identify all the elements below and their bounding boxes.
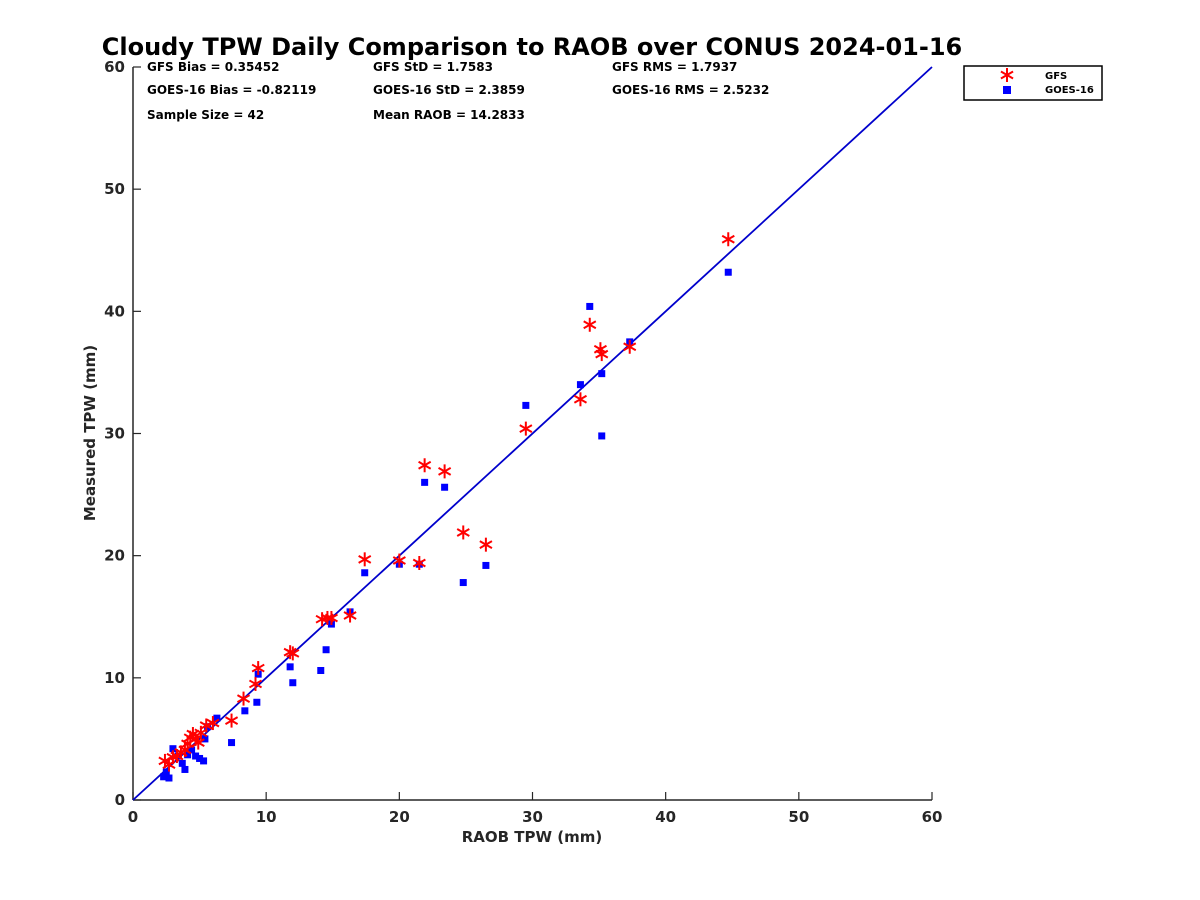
gfs-point	[358, 552, 372, 567]
gfs-point	[206, 716, 220, 731]
goes-16-point	[188, 746, 196, 754]
goes-16-point	[522, 401, 530, 409]
legend: GFS GOES-16	[963, 65, 1103, 101]
x-axis-label: RAOB TPW (mm)	[462, 828, 603, 846]
goes-16-point	[482, 561, 490, 569]
legend-goes-marker	[1003, 86, 1011, 94]
legend-box	[963, 65, 1103, 101]
y-tick-label: 50	[104, 180, 125, 198]
gfs-point	[199, 718, 213, 733]
gfs-point	[251, 661, 265, 676]
gfs-point	[286, 646, 300, 661]
goes-16-point	[181, 765, 189, 773]
goes-16-point	[598, 432, 606, 440]
y-tick-label: 40	[104, 302, 125, 320]
goes-16-point	[213, 714, 221, 722]
goes-16-point	[586, 302, 594, 310]
gfs-point	[623, 339, 637, 354]
goes-16-point	[322, 646, 330, 654]
stat-gfs-rms: GFS RMS = 1.7937	[612, 60, 737, 74]
goes-16-point	[459, 579, 467, 587]
goes-16-point	[317, 667, 325, 675]
goes-16-point	[196, 754, 204, 762]
goes-16-point	[253, 698, 261, 706]
gfs-point	[456, 525, 470, 540]
goes-16-point	[200, 757, 208, 765]
statistics-block: GFS Bias = 0.35452 GOES-16 Bias = -0.821…	[147, 60, 769, 122]
gfs-point	[224, 713, 239, 728]
y-tick-label: 60	[104, 58, 125, 76]
stat-sample-size: Sample Size = 42	[147, 108, 264, 122]
gfs-point	[324, 610, 338, 625]
x-tick-label: 0	[128, 808, 138, 826]
goes-16-point	[201, 735, 209, 743]
series-gfs	[158, 232, 735, 772]
y-tick-label: 10	[104, 669, 125, 687]
goes-16-point	[162, 768, 170, 776]
gfs-point	[519, 421, 533, 436]
x-tick-label: 40	[655, 808, 676, 826]
goes-16-point	[192, 752, 200, 760]
gfs-point	[479, 537, 493, 552]
gfs-point	[438, 464, 452, 479]
goes-16-point	[421, 478, 429, 486]
goes-16-point	[724, 268, 732, 276]
y-tick-label: 0	[115, 791, 125, 809]
gfs-point	[573, 392, 588, 407]
gfs-point	[248, 676, 263, 691]
legend-gfs-label: GFS	[1045, 71, 1067, 82]
gfs-point	[583, 317, 597, 332]
goes-16-point	[576, 381, 584, 389]
goes-16-point	[598, 370, 606, 378]
gfs-point	[191, 735, 205, 750]
goes-16-point	[160, 773, 168, 781]
stat-goes-bias: GOES-16 Bias = -0.82119	[147, 83, 316, 97]
goes-16-point	[178, 759, 186, 767]
stat-mean-raob: Mean RAOB = 14.2833	[373, 108, 525, 122]
one-to-one-line	[132, 66, 933, 801]
x-tick-label: 60	[922, 808, 943, 826]
y-tick-label: 20	[104, 547, 125, 565]
gfs-point	[236, 691, 251, 706]
goes-16-point	[165, 774, 173, 782]
y-tick-label: 30	[104, 425, 125, 443]
x-tick-label: 30	[522, 808, 543, 826]
series-goes-16	[160, 268, 732, 782]
chart-title: Cloudy TPW Daily Comparison to RAOB over…	[102, 33, 962, 61]
gfs-point	[418, 458, 432, 473]
stat-gfs-bias: GFS Bias = 0.35452	[147, 60, 279, 74]
stat-goes-std: GOES-16 StD = 2.3859	[373, 83, 525, 97]
gfs-point	[392, 553, 406, 568]
plot-area: 0 10 20 30 40 50 60 0 10 20 30 40 50 60	[104, 58, 942, 826]
gfs-point	[595, 347, 609, 362]
goes-16-point	[169, 745, 177, 753]
goes-16-point	[361, 569, 369, 577]
gfs-point	[412, 555, 426, 570]
goes-16-point	[289, 679, 297, 687]
x-tick-label: 10	[256, 808, 277, 826]
goes-16-point	[184, 751, 192, 759]
x-tick-label: 20	[389, 808, 410, 826]
legend-gfs-asterisk	[1000, 68, 1014, 82]
gfs-point	[343, 608, 357, 623]
goes-16-point	[228, 739, 236, 747]
legend-goes-label: GOES-16	[1045, 85, 1094, 96]
goes-16-point	[441, 483, 449, 491]
gfs-point	[721, 232, 735, 247]
goes-16-point	[241, 707, 249, 715]
stat-goes-rms: GOES-16 RMS = 2.5232	[612, 83, 769, 97]
legend-gfs-marker	[1000, 68, 1014, 82]
x-tick-label: 50	[788, 808, 809, 826]
stat-gfs-std: GFS StD = 1.7583	[373, 60, 493, 74]
y-axis-label: Measured TPW (mm)	[81, 345, 99, 521]
goes-16-point	[286, 663, 294, 671]
